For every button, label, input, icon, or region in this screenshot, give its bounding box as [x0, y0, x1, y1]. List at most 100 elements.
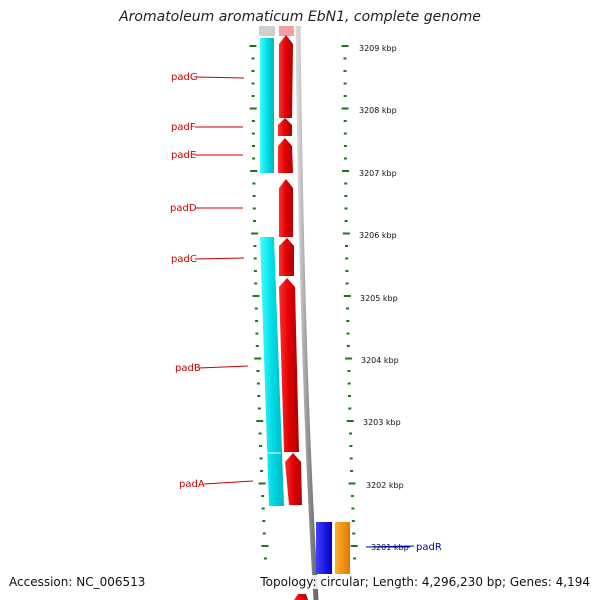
left-scale-tick	[253, 245, 257, 247]
left-scale-tick	[261, 545, 269, 547]
left-scale-tick	[254, 357, 262, 360]
left-scale-tick	[253, 270, 257, 272]
gene-padC	[279, 238, 294, 276]
gene-padF	[278, 118, 292, 136]
label-padF: padF	[171, 122, 196, 133]
right-scale-tick	[343, 145, 347, 147]
leader-padB	[198, 365, 249, 369]
scale-label-3207: 3207 kbp	[359, 169, 397, 178]
left-scale-tick	[262, 520, 266, 522]
right-scale-tick	[343, 120, 347, 122]
accession-text: Accession: NC_006513	[9, 575, 146, 589]
left-scale-tick	[255, 332, 259, 335]
right-scale-tick	[343, 82, 347, 85]
feature-track-upper	[260, 38, 274, 173]
left-scale-tick	[261, 507, 265, 510]
left-scale-tick	[252, 182, 256, 185]
left-scale-tick	[257, 407, 261, 410]
right-scale-tick	[341, 107, 349, 110]
left-scale-tick	[249, 107, 257, 110]
label-padC: padC	[171, 254, 197, 265]
right-scale-tick	[343, 70, 347, 72]
right-scale-tick	[343, 295, 351, 297]
left-scale-tick	[252, 157, 256, 160]
left-scale-tick	[251, 70, 255, 72]
right-scale-tick	[344, 195, 348, 197]
right-scale-tick	[348, 407, 352, 410]
left-scale-tick	[255, 345, 259, 347]
gene-padR-orange	[335, 522, 350, 574]
right-scale-tick	[351, 507, 355, 510]
left-scale-tick	[262, 532, 266, 535]
right-scale-tick	[344, 220, 348, 222]
left-scale-tick	[251, 82, 255, 85]
left-scale-tick	[255, 320, 259, 322]
left-scale-tick	[264, 557, 267, 560]
map-title: Aromatoleum aromaticum EbN1, complete ge…	[119, 9, 481, 25]
cds-bottom-fragment	[294, 594, 308, 600]
backbone-top-segment	[259, 26, 275, 36]
scale-label-3204: 3204 kbp	[361, 356, 399, 365]
gene-padA	[285, 453, 302, 505]
scale-label-3202: 3202 kbp	[366, 481, 404, 490]
left-scale-tick	[251, 57, 255, 60]
right-scale-tick	[341, 45, 349, 47]
left-scale-tick	[260, 470, 264, 472]
right-scale-tick	[350, 470, 354, 472]
left-scale-tick	[256, 382, 260, 385]
right-scale-tick	[345, 357, 353, 360]
left-scale-tick	[252, 207, 256, 210]
right-scale-tick	[351, 520, 355, 522]
right-scale-tick	[348, 395, 351, 397]
right-scale-tick	[345, 282, 349, 285]
right-scale-tick	[353, 557, 357, 560]
feature-track-lower	[260, 237, 284, 506]
left-scale-tick	[251, 120, 255, 122]
leader-padG	[196, 76, 245, 79]
gene-labels: padG padF padE padD padC padB padA padR	[170, 72, 442, 553]
left-scale-tick	[252, 195, 256, 197]
right-scale-tick	[352, 532, 356, 535]
left-scale-tick	[251, 132, 255, 135]
scale-label-3205: 3205 kbp	[360, 294, 398, 303]
left-scale-tick	[253, 220, 256, 222]
right-scale-tick	[342, 232, 350, 235]
gene-padE	[278, 138, 293, 173]
left-scale-tick	[251, 232, 259, 235]
left-scale-tick	[252, 295, 260, 297]
scale-label-3208: 3208 kbp	[359, 106, 397, 115]
right-scale-tick	[346, 332, 350, 335]
scale-label-3209: 3209 kbp	[359, 44, 397, 53]
right-scale-tick	[343, 57, 347, 60]
left-scale-tick	[257, 395, 261, 397]
label-padB: padB	[175, 363, 201, 374]
right-scale-tick	[349, 445, 353, 447]
gene-padD	[279, 179, 293, 237]
left-scale-tick	[261, 495, 265, 497]
left-scale-tick	[258, 432, 262, 435]
leader-padA	[203, 480, 254, 485]
left-scale-tick	[253, 257, 257, 260]
label-padR: padR	[416, 542, 442, 553]
left-scale-tick	[254, 282, 258, 285]
left-scale-tick	[251, 95, 255, 97]
right-scale-tick	[345, 257, 349, 260]
right-scale-tick	[345, 270, 349, 272]
right-scale-tick	[346, 420, 354, 422]
leader-padC	[194, 257, 245, 260]
scale-labels: 3209 kbp 3208 kbp 3207 kbp 3206 kbp 3205…	[359, 44, 409, 552]
gene-padG	[279, 35, 293, 118]
right-scale-tick	[349, 432, 352, 435]
right-scale-tick	[343, 132, 347, 135]
right-scale-tick	[347, 382, 351, 385]
left-scale-tick	[249, 45, 257, 47]
gene-padR-blue	[316, 522, 332, 574]
label-padD: padD	[170, 203, 197, 214]
left-scale-tick	[259, 457, 263, 460]
right-scale-tick	[344, 157, 347, 160]
right-scale-tick	[348, 482, 356, 485]
right-scale-tick	[344, 207, 348, 210]
scale-label-3203: 3203 kbp	[363, 418, 401, 427]
left-scale-tick	[256, 370, 260, 372]
